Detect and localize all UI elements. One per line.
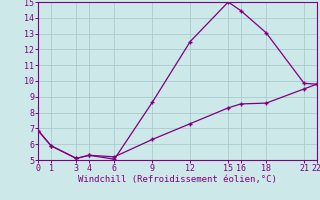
X-axis label: Windchill (Refroidissement éolien,°C): Windchill (Refroidissement éolien,°C) [78, 175, 277, 184]
